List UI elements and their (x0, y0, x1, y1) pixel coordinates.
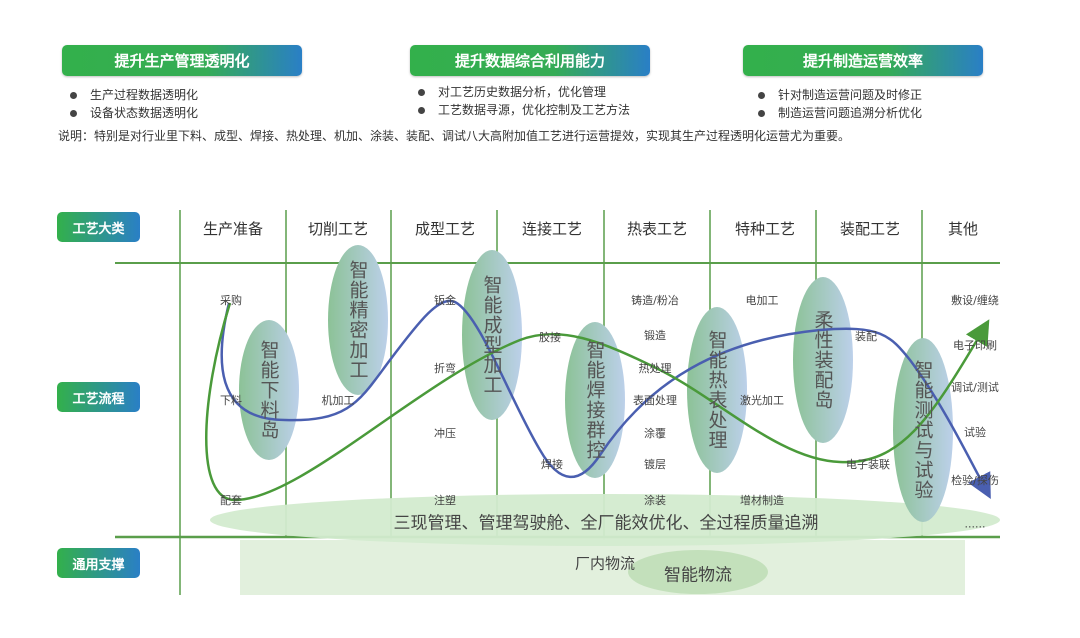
logistics-label: 厂内物流 (574, 554, 636, 573)
process-item: 镀层 (644, 458, 666, 471)
management-ellipse (210, 494, 1000, 546)
goal-list-efficiency: 针对制造运营问题及时修正 制造运营问题追溯分析优化 (752, 86, 922, 122)
list-item: 设备状态数据透明化 (64, 104, 198, 122)
support-band (240, 540, 965, 595)
process-item: 电子装联 (846, 458, 890, 471)
goal-list-transparency: 生产过程数据透明化 设备状态数据透明化 (64, 86, 198, 122)
process-item: 焊接 (541, 458, 563, 471)
process-item: 涂覆 (644, 427, 666, 440)
process-item: 钣金 (434, 294, 456, 307)
process-item: 涂装 (644, 494, 666, 507)
smart-unit-label: 智能精密加工 (346, 260, 369, 380)
goal-banner-data-utilization: 提升数据综合利用能力 (410, 45, 650, 76)
process-item: 装配 (855, 330, 877, 343)
process-item: 电子印刷 (953, 339, 997, 352)
process-item: 表面处理 (633, 394, 677, 407)
process-item: 检验/探伤 (951, 474, 999, 487)
smart-unit-label: 智能测试与试验 (911, 360, 934, 500)
process-item: 试验 (964, 426, 986, 439)
process-item: 胶接 (539, 331, 561, 344)
smart-unit-ellipse (793, 277, 853, 443)
process-item: 热处理 (638, 362, 672, 375)
process-item: 敷设/缠绕 (951, 294, 999, 307)
category-header: 特种工艺 (734, 220, 796, 238)
list-item: 针对制造运营问题及时修正 (752, 86, 922, 104)
smart-logistics-label: 智能物流 (664, 565, 732, 586)
category-header: 其他 (947, 220, 979, 238)
process-item: 采购 (220, 294, 242, 307)
green-flow-curve (205, 302, 990, 502)
smart-unit-ellipse (239, 320, 299, 460)
list-item: 对工艺历史数据分析，优化管理 (412, 83, 630, 101)
row-label-support: 通用支撑 (57, 548, 140, 578)
smart-unit-ellipse (462, 250, 522, 420)
smart-unit-label: 智能下料岛 (257, 340, 280, 440)
smart-unit-label: 智能热表处理 (705, 330, 728, 450)
category-header: 连接工艺 (521, 220, 583, 238)
smart-unit-label: 柔性装配岛 (811, 310, 834, 410)
process-item: 冲压 (434, 427, 456, 440)
process-item: 电加工 (745, 294, 779, 307)
category-header: 切削工艺 (307, 220, 369, 238)
process-item: 锻造 (644, 329, 666, 342)
category-header: 热表工艺 (626, 220, 688, 238)
process-item: 机加工 (321, 394, 355, 407)
process-item: ...... (964, 517, 986, 531)
category-header: 装配工艺 (839, 220, 901, 238)
category-header: 生产准备 (202, 220, 264, 238)
smart-unit-label: 智能成型加工 (480, 275, 503, 395)
list-item: 生产过程数据透明化 (64, 86, 198, 104)
blue-flow-curve (220, 299, 991, 500)
process-item: 下料 (220, 394, 242, 407)
process-item: 铸造/粉冶 (631, 294, 679, 307)
goal-banner-transparency: 提升生产管理透明化 (62, 45, 302, 76)
row-label-process: 工艺流程 (57, 382, 140, 412)
list-item: 工艺数据寻源，优化控制及工艺方法 (412, 101, 630, 119)
process-item: 调试/测试 (951, 381, 999, 394)
process-item: 增材制造 (740, 494, 784, 507)
category-header: 成型工艺 (414, 220, 476, 238)
smart-unit-ellipse (893, 338, 953, 522)
goal-list-data: 对工艺历史数据分析，优化管理 工艺数据寻源，优化控制及工艺方法 (412, 83, 630, 119)
list-item: 制造运营问题追溯分析优化 (752, 104, 922, 122)
process-item: 激光加工 (740, 394, 784, 407)
smart-logistics-ellipse (628, 550, 768, 594)
smart-unit-label: 智能焊接群控 (583, 340, 606, 460)
management-text: 三现管理、管理驾驶舱、全厂能效优化、全过程质量追溯 (393, 513, 819, 534)
process-item: 注塑 (434, 494, 456, 507)
smart-unit-ellipse (328, 245, 388, 395)
note-text: 说明：特别是对行业里下料、成型、焊接、热处理、机加、涂装、装配、调试八大高附加值… (58, 129, 851, 143)
row-label-category: 工艺大类 (57, 212, 140, 242)
process-item: 配套 (220, 494, 242, 507)
goal-banner-efficiency: 提升制造运营效率 (743, 45, 983, 76)
process-item: 折弯 (434, 362, 456, 375)
